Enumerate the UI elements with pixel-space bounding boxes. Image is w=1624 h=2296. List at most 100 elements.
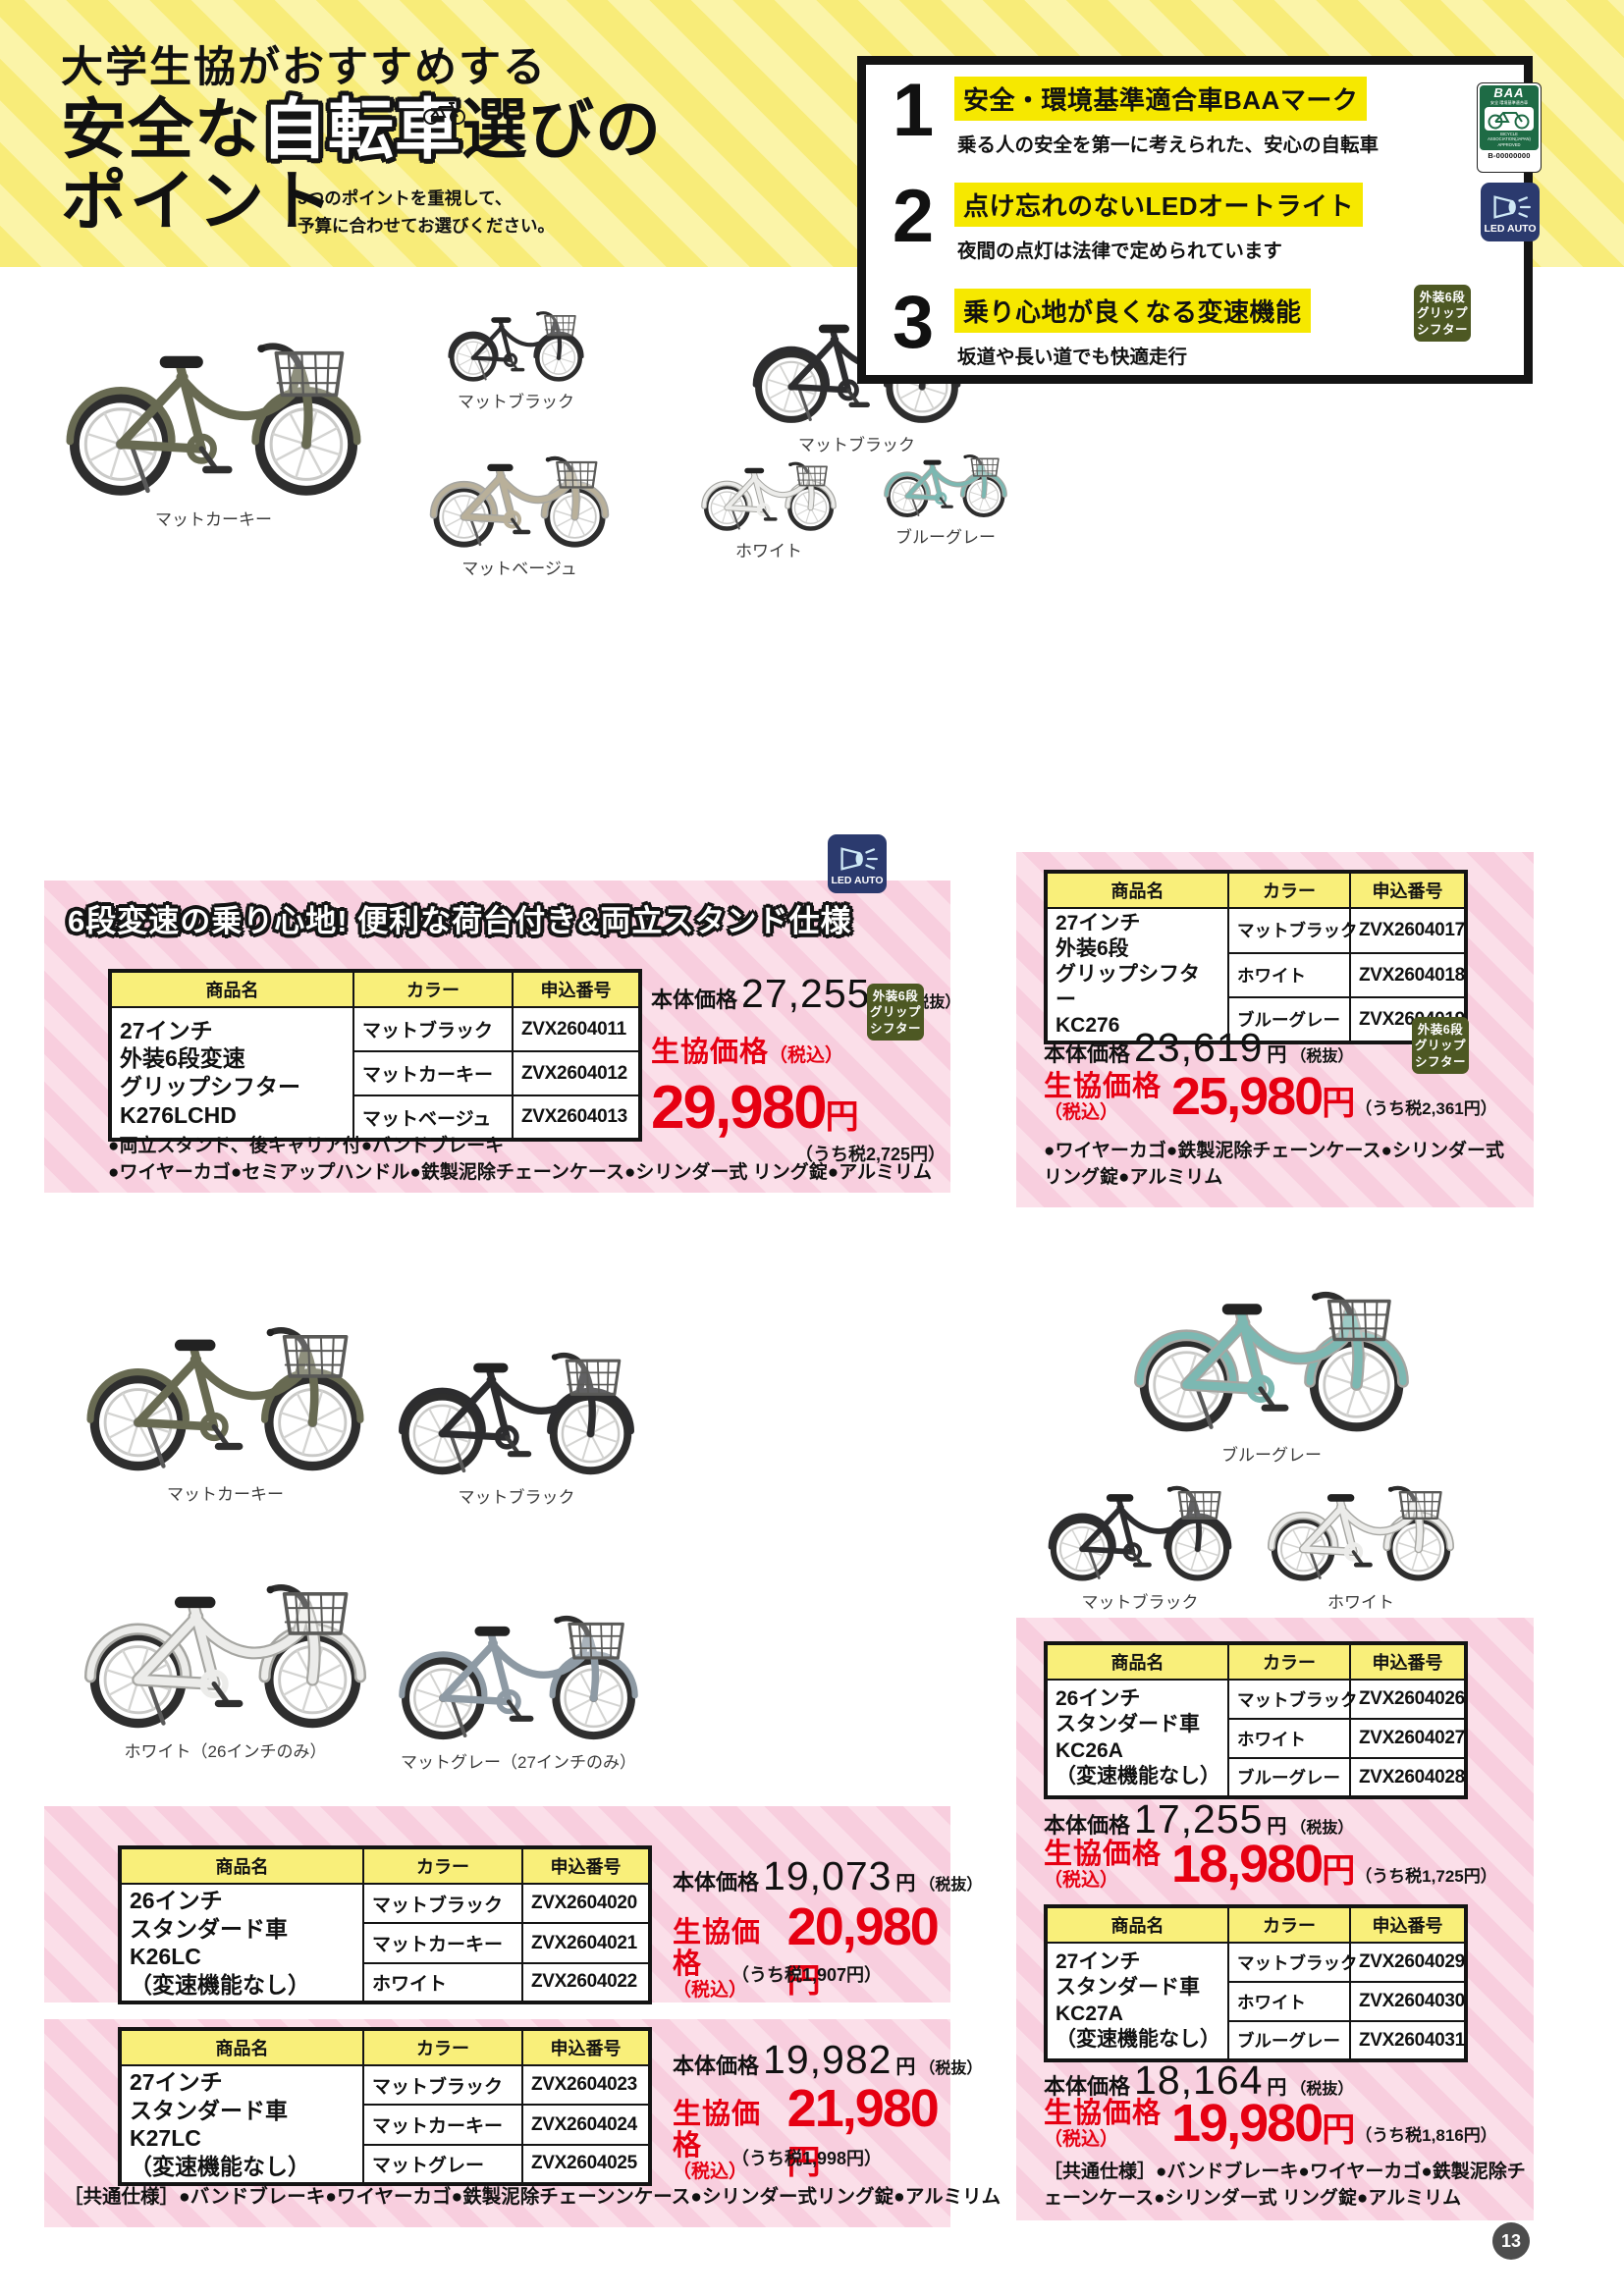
product-table-k26lc: 商品名 カラー 申込番号 26インチ スタンダード車 K26LC （変速機能なし… <box>118 1845 652 2005</box>
bike-color-label: マットベージュ <box>461 560 577 578</box>
color-option: マットブラック <box>1227 1679 1358 1720</box>
bicycle-illustration <box>1249 1461 1473 1585</box>
bike-photo: マットブラック <box>1033 1461 1247 1613</box>
page-title: 大学生協がおすすめする 安全な自転車選びの ポイント <box>61 44 662 239</box>
bike-color-label: ブルーグレー <box>1221 1446 1322 1465</box>
order-code: ZVX2604022 <box>521 1961 651 2004</box>
color-option: ブルーグレー <box>1227 1757 1351 1798</box>
product-table-k276lchd: 商品名 カラー 申込番号 27インチ 外装6段変速 グリップシフター K276L… <box>108 969 642 1142</box>
shifter-badge-line: シフター <box>1416 322 1468 337</box>
baa-mark-badge: BAA 安全 環境基準適合車 BICYCLE ASSOCIATION(JAPAN… <box>1477 82 1542 173</box>
baa-code: B-00000000 <box>1488 150 1531 160</box>
col-header-code: 申込番号 <box>521 2028 651 2066</box>
col-header-code: 申込番号 <box>1349 1905 1467 1944</box>
order-code: ZVX2604011 <box>512 1006 641 1052</box>
bicycle-illustration <box>680 444 857 534</box>
coop-price-value: 29,980 <box>651 1074 828 1142</box>
order-code: ZVX2604031 <box>1349 2020 1467 2061</box>
coop-price-value: 18,980 <box>1171 1835 1324 1894</box>
shifter-badge: 外装6段 グリップ シフター <box>1414 285 1471 342</box>
point-2: 2 点け忘れのないLEDオートライト 夜間の点灯は法律で定められています <box>888 175 1364 263</box>
product-name: 27インチ スタンダード車 KC27A （変速機能なし） <box>1045 1942 1229 2061</box>
headlight-icon <box>1493 195 1531 219</box>
point-3-desc: 坂道や長い道でも快適走行 <box>957 347 1188 368</box>
point-1-title: 安全・環境基準適合車BAAマーク <box>954 77 1368 121</box>
bicycle-illustration <box>71 1512 380 1735</box>
point-2-title: 点け忘れのないLEDオートライト <box>954 183 1364 227</box>
col-header-code: 申込番号 <box>1349 871 1467 909</box>
base-price-value: 17,255 <box>1134 1796 1264 1842</box>
bike-color-label: マットブラック <box>798 436 915 454</box>
product-section-k26lc: 商品名 カラー 申込番号 26インチ スタンダード車 K26LC （変速機能なし… <box>44 1806 982 2005</box>
bike-color-label: マットカーキー <box>155 510 272 529</box>
bike-photo: マットブラック <box>391 293 641 412</box>
order-code: ZVX2604013 <box>512 1095 641 1141</box>
point-3: 3 乗り心地が良くなる変速機能 坂道や長い道でも快適走行 <box>888 286 1311 369</box>
coop-price-value: 25,980 <box>1171 1067 1324 1126</box>
color-option: マットブラック <box>362 2063 523 2107</box>
col-header-name: 商品名 <box>1045 1905 1229 1944</box>
bicycle-illustration <box>385 1249 648 1480</box>
col-header-name: 商品名 <box>119 2028 364 2066</box>
coop-price-line: 生協価格 （税込） 19,980円（うち税1,816円） <box>1044 2094 1497 2153</box>
bike-photo: マットベージュ <box>391 432 648 579</box>
bike-photo: マットカーキー <box>49 280 378 530</box>
shifter-badge: 外装6段 グリップ シフター <box>1412 1017 1469 1074</box>
order-code: ZVX2604017 <box>1349 907 1467 954</box>
section-banner: 6段変速の乗り心地! 便利な荷台付き&両立スタンド仕様 <box>68 904 852 938</box>
bike-color-label: ホワイト（26インチのみ） <box>124 1742 327 1761</box>
point-2-number: 2 <box>892 175 935 258</box>
order-code: ZVX2604028 <box>1349 1757 1467 1798</box>
bicycle-illustration <box>1065 1255 1478 1438</box>
bike-color-label: マットカーキー <box>167 1485 284 1504</box>
product-table-kc27a: 商品名 カラー 申込番号 27インチ スタンダード車 KC27A （変速機能なし… <box>1044 1904 1468 2062</box>
tax-amount: （うち税1,725円） <box>1355 1867 1497 1886</box>
baa-green-area: BAA 安全 環境基準適合車 BICYCLE ASSOCIATION(JAPAN… <box>1480 85 1539 150</box>
base-price-value: 27,255 <box>741 971 871 1016</box>
led-auto-badge: LED AUTO <box>1481 183 1540 241</box>
order-code: ZVX2604012 <box>512 1050 641 1096</box>
bike-photo: マットカーキー <box>71 1232 380 1505</box>
order-code: ZVX2604023 <box>521 2063 651 2107</box>
point-1: 1 安全・環境基準適合車BAAマーク 乗る人の安全を第一に考えられた、安心の自転… <box>888 74 1379 157</box>
baa-title: BAA <box>1493 85 1525 100</box>
bike-photo: ホワイト（26インチのみ） <box>71 1512 380 1762</box>
shifter-badge-line: 外装6段 <box>1419 291 1466 304</box>
led-auto-label: LED AUTO <box>831 875 884 886</box>
product-name: 27インチ 外装6段変速 グリップシフター K276LCHD <box>109 1006 354 1141</box>
product-section-kc276: 商品名 カラー 申込番号 27インチ 外装6段 グリップシフター KC276 マ… <box>1016 852 1534 1207</box>
baa-bicycle-icon <box>1485 106 1534 131</box>
base-price-value: 19,982 <box>763 2037 893 2082</box>
coop-price-value: 19,980 <box>1171 2094 1324 2153</box>
title-line-2: 安全な自転車選びの <box>61 97 662 164</box>
baa-org-line: ASSOCIATION(JAPAN) <box>1488 136 1531 142</box>
col-header-name: 商品名 <box>1045 871 1229 909</box>
col-header-code: 申込番号 <box>1349 1642 1467 1681</box>
product-section-k276lchd: 6段変速の乗り心地! 便利な荷台付き&両立スタンド仕様 商品名 カラー 申込番号… <box>44 881 960 1193</box>
shifter-badge: 外装6段 グリップ シフター <box>867 984 924 1041</box>
bike-photo: ブルーグレー <box>1065 1255 1478 1466</box>
feature-list: ●ワイヤーカゴ●鉄製泥除チェーンケース●シリンダー式 リング錠●アルミリム <box>1044 1141 1504 1188</box>
page-number: 13 <box>1492 2222 1530 2260</box>
col-header-code: 申込番号 <box>521 1846 651 1885</box>
bike-color-label: ブルーグレー <box>895 528 996 547</box>
color-option: マットブラック <box>1227 1942 1358 1983</box>
base-price-line: 本体価格18,164 円（税抜） <box>1044 2057 1354 2103</box>
base-price-value: 18,164 <box>1134 2057 1264 2103</box>
point-2-desc: 夜間の点灯は法律で定められています <box>957 240 1282 262</box>
title-line-3: ポイント <box>61 164 336 239</box>
color-option: マットブラック <box>1227 907 1358 954</box>
common-spec-lines: ［共通仕様］●バンドブレーキ●ワイヤーカゴ●鉄製泥除チ ェーンケース●シリンダー… <box>1044 2162 1526 2209</box>
product-section-k27lc: 商品名 カラー 申込番号 27インチ スタンダード車 K27LC （変速機能なし… <box>44 2019 1001 2227</box>
color-option: マットグレー <box>362 2143 523 2186</box>
tax-amount: （うち税1,816円） <box>1355 2126 1497 2145</box>
col-header-color: カラー <box>362 1846 523 1885</box>
bike-color-label: ホワイト <box>735 542 802 561</box>
color-option: ブルーグレー <box>1227 996 1351 1044</box>
title-highlight-bicycle: 自転車 <box>261 93 461 168</box>
color-option: マットカーキー <box>362 1922 523 1964</box>
base-price-line: 本体価格19,073 円（税抜） <box>673 1853 983 1898</box>
coop-price-value: 20,980 <box>786 1897 940 1956</box>
color-option: ブルーグレー <box>1227 2020 1351 2061</box>
